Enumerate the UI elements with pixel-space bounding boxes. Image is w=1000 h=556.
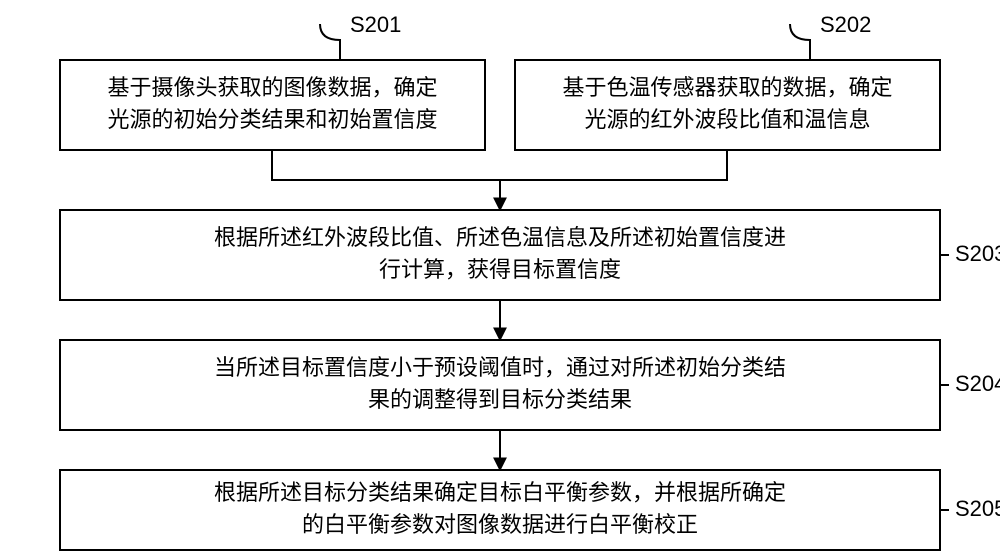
node-text: 的白平衡参数对图像数据进行白平衡校正 bbox=[302, 512, 698, 537]
step-label: S204 bbox=[955, 371, 1000, 396]
step-label: S202 bbox=[820, 12, 871, 37]
node-s205: 根据所述目标分类结果确定目标白平衡参数，并根据所确定的白平衡参数对图像数据进行白… bbox=[60, 470, 1000, 550]
node-text: 基于色温传感器获取的数据，确定 bbox=[562, 75, 892, 100]
node-s202: 基于色温传感器获取的数据，确定光源的红外波段比值和温信息 S202 bbox=[515, 12, 940, 150]
node-text: 光源的初始分类结果和初始置信度 bbox=[107, 107, 437, 132]
node-text: 果的调整得到目标分类结果 bbox=[368, 387, 632, 412]
node-text: 根据所述目标分类结果确定目标白平衡参数，并根据所确定 bbox=[214, 480, 786, 505]
node-text: 行计算，获得目标置信度 bbox=[379, 257, 621, 282]
leader bbox=[790, 24, 810, 60]
node-text: 光源的红外波段比值和温信息 bbox=[584, 107, 870, 132]
node-s204: 当所述目标置信度小于预设阈值时，通过对所述初始分类结果的调整得到目标分类结果 S2… bbox=[60, 340, 1000, 430]
leader bbox=[320, 24, 340, 60]
step-label: S205 bbox=[955, 496, 1000, 521]
step-label: S203 bbox=[955, 241, 1000, 266]
node-text: 基于摄像头获取的图像数据，确定 bbox=[107, 75, 437, 100]
step-label: S201 bbox=[350, 12, 401, 37]
node-text: 根据所述红外波段比值、所述色温信息及所述初始置信度进 bbox=[214, 225, 786, 250]
edge bbox=[500, 150, 727, 210]
edge bbox=[272, 150, 500, 210]
node-s201: 基于摄像头获取的图像数据，确定光源的初始分类结果和初始置信度 S201 bbox=[60, 12, 485, 150]
node-s203: 根据所述红外波段比值、所述色温信息及所述初始置信度进行计算，获得目标置信度 S20… bbox=[60, 210, 1000, 300]
flowchart: 基于摄像头获取的图像数据，确定光源的初始分类结果和初始置信度 S201 基于色温传感… bbox=[0, 0, 1000, 556]
node-text: 当所述目标置信度小于预设阈值时，通过对所述初始分类结 bbox=[214, 355, 786, 380]
